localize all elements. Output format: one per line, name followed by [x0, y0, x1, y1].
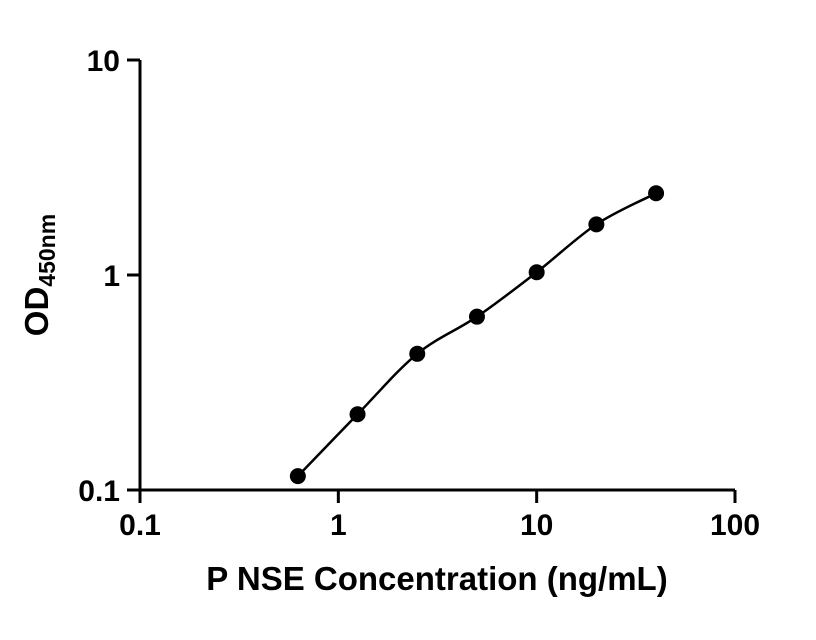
- x-axis-title: P NSE Concentration (ng/mL): [206, 560, 667, 597]
- data-point-marker: [289, 468, 306, 485]
- data-point-marker: [468, 308, 485, 325]
- plot-area: 0.1 1 10 100 0.1 1 10: [78, 45, 760, 542]
- y-axis-title-main: OD: [18, 287, 55, 337]
- fit-curve: [296, 192, 657, 478]
- data-point-marker: [409, 345, 426, 362]
- y-axis-title: OD450nm: [18, 214, 60, 336]
- data-point-marker: [528, 264, 545, 281]
- data-point-marker: [588, 216, 605, 233]
- y-tick-label: 1: [103, 260, 120, 293]
- data-point-marker: [648, 185, 665, 202]
- data-point-marker: [349, 406, 366, 423]
- x-tick-label: 0.1: [119, 509, 161, 542]
- x-tick-label: 10: [520, 509, 553, 542]
- x-tick-label: 100: [710, 509, 760, 542]
- y-axis-title-subscript: 450nm: [34, 214, 60, 287]
- y-tick-label: 0.1: [78, 475, 120, 508]
- x-tick-label: 1: [330, 509, 347, 542]
- y-tick-label: 10: [87, 45, 120, 78]
